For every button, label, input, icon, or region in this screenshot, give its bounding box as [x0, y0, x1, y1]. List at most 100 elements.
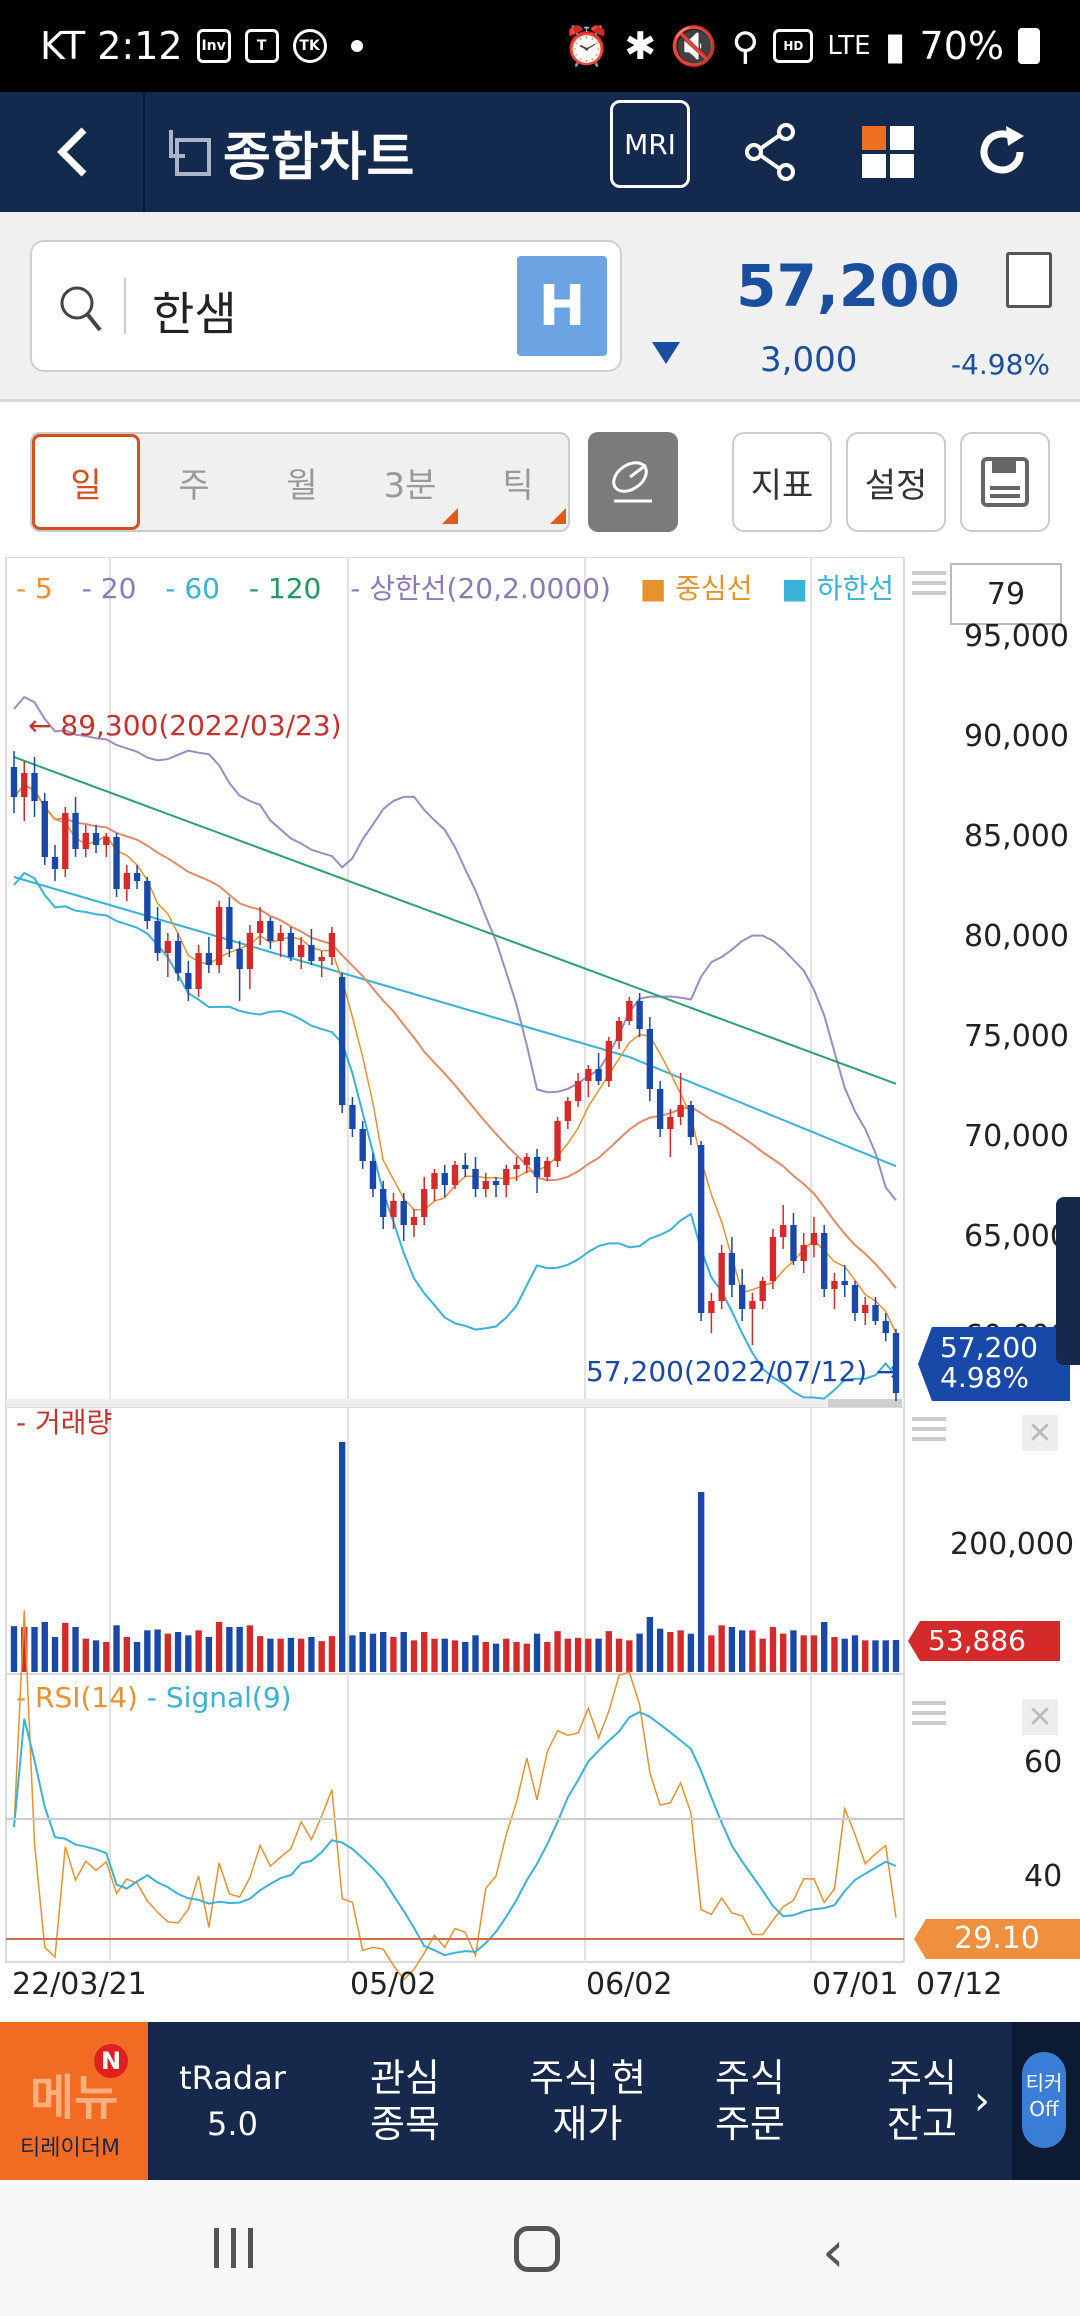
- volume-bar: [759, 1638, 766, 1672]
- search-icon: [60, 286, 102, 332]
- volume-bar: [421, 1632, 428, 1672]
- candle-body: [718, 1253, 725, 1301]
- volume-bar: [62, 1622, 69, 1672]
- legend-ma60[interactable]: - 60: [165, 572, 220, 605]
- candle-body: [103, 837, 110, 845]
- candle-body: [359, 1129, 366, 1161]
- candle-body: [646, 1029, 654, 1089]
- mri-button[interactable]: MRI: [610, 100, 690, 188]
- rsi-legend-item[interactable]: - RSI(14): [16, 1681, 138, 1714]
- legend-upper-band[interactable]: - 상한선(20,2.0000): [350, 572, 611, 605]
- period-selector: 일 주 월 3분 틱: [30, 432, 570, 532]
- save-icon: [981, 457, 1029, 507]
- price-pane-menu-icon[interactable]: [912, 571, 946, 599]
- candle-body: [780, 1225, 787, 1237]
- settings-button[interactable]: 설정: [846, 432, 946, 532]
- volume-bar: [215, 1622, 223, 1672]
- back-nav-button[interactable]: ‹: [822, 2220, 845, 2285]
- rsi-axis-40: 40: [1024, 1859, 1063, 1894]
- legend-mid-band[interactable]: ■ 중심선: [639, 572, 753, 605]
- candle-body: [31, 773, 38, 801]
- candle-body: [831, 1281, 838, 1289]
- candle-body: [246, 933, 254, 969]
- candle-body: [462, 1165, 469, 1169]
- candle-body: [133, 873, 141, 881]
- h-badge-button[interactable]: H: [517, 256, 607, 356]
- nav-watchlist[interactable]: 관심 종목: [370, 2056, 440, 2146]
- candle-body: [236, 949, 243, 969]
- volume-bar: [236, 1627, 243, 1672]
- candle-body: [144, 881, 151, 921]
- ma60-line: [13, 876, 897, 1168]
- indicator-button[interactable]: 지표: [732, 432, 832, 532]
- volume-bar: [851, 1635, 859, 1672]
- refresh-button[interactable]: [952, 92, 1052, 212]
- price-change-percent: -4.98%: [950, 348, 1050, 381]
- nav-order[interactable]: 주식 주문: [715, 2056, 785, 2146]
- date-label-1: 05/02: [350, 1967, 437, 2002]
- volume-bar: [656, 1628, 664, 1672]
- volume-bar: [892, 1640, 900, 1672]
- report-icon[interactable]: [1006, 252, 1052, 308]
- period-month-tab[interactable]: 월: [286, 465, 318, 506]
- radar-button[interactable]: [588, 432, 678, 532]
- bollinger-upper-line: [13, 695, 897, 1201]
- back-button[interactable]: [0, 92, 145, 212]
- rsi-last-tag: 29.10: [914, 1919, 1080, 1959]
- side-drawer-handle[interactable]: [1056, 1197, 1080, 1365]
- candle-body: [185, 973, 192, 989]
- period-week-tab[interactable]: 주: [178, 465, 210, 506]
- candle-body: [328, 933, 336, 957]
- share-button[interactable]: [720, 92, 820, 212]
- candle-body: [697, 1145, 705, 1313]
- chart-count-input[interactable]: 79: [950, 563, 1062, 625]
- nav-balance[interactable]: 주식 잔고: [887, 2056, 957, 2146]
- app-header: 종합차트 MRI: [0, 92, 1080, 212]
- signal-icon: ▮: [884, 24, 906, 68]
- legend-upper-label: 상한선(20,2.0000): [369, 572, 611, 605]
- legend-ma120[interactable]: - 120: [248, 572, 322, 605]
- chevron-right-icon[interactable]: ›: [974, 2078, 990, 2124]
- ticker-toggle[interactable]: 티커 Off: [1022, 2052, 1066, 2148]
- signal-legend-label: Signal(9): [165, 1681, 292, 1714]
- volume-bar: [595, 1638, 602, 1672]
- home-button[interactable]: [514, 2226, 560, 2272]
- volume-bar: [872, 1640, 879, 1672]
- recent-apps-button[interactable]: [214, 2228, 253, 2268]
- legend-lower-band[interactable]: ■ 하한선: [781, 572, 894, 605]
- legend-ma20[interactable]: - 20: [81, 572, 137, 605]
- candle-body: [595, 1069, 602, 1081]
- nav-tradar[interactable]: tRadar 5.0: [179, 2059, 286, 2143]
- candle-body: [872, 1305, 879, 1321]
- candle-body: [297, 945, 305, 957]
- signal-legend-item[interactable]: - Signal(9): [146, 1681, 292, 1714]
- layout-menu-button[interactable]: [838, 92, 938, 212]
- volume-pane-menu-icon[interactable]: [912, 1417, 946, 1445]
- battery-icon: [1018, 28, 1040, 64]
- save-button[interactable]: [960, 432, 1050, 532]
- volume-bar: [451, 1640, 459, 1672]
- stock-search-box[interactable]: 한샘 H: [30, 240, 622, 372]
- rsi-pane-menu-icon[interactable]: [912, 1701, 946, 1729]
- rsi-pane-close-icon[interactable]: ✕: [1022, 1699, 1058, 1735]
- candle-body: [656, 1089, 664, 1129]
- price-chart[interactable]: [0, 557, 1080, 2022]
- period-3min-tab[interactable]: 3분: [356, 434, 464, 530]
- refresh-icon: [980, 126, 1024, 174]
- stock-search-row: 한샘 H 57,200 3,000 -4.98%: [0, 212, 1080, 402]
- nav-current-price[interactable]: 주식 현재가: [529, 2056, 646, 2146]
- legend-ma60-label: 60: [184, 572, 220, 605]
- main-menu-button[interactable]: 메뉴 N 티레이더M: [0, 2022, 148, 2180]
- legend-ma5[interactable]: - 5: [16, 572, 53, 605]
- more-notifications-icon: [350, 40, 363, 52]
- volume-pane-close-icon[interactable]: ✕: [1022, 1415, 1058, 1451]
- chart-legend: - 5 - 20 - 60 - 120 - 상한선(20,2.0000) ■ 중…: [16, 567, 914, 607]
- battery-percent: 70%: [919, 24, 1004, 68]
- period-tick-tab[interactable]: 틱: [464, 434, 572, 530]
- volume-bar: [882, 1640, 889, 1672]
- chart-area[interactable]: - 5 - 20 - 60 - 120 - 상한선(20,2.0000) ■ 중…: [0, 557, 1080, 2022]
- rsi-line: [13, 1610, 897, 1981]
- volume-bar: [72, 1627, 79, 1672]
- volume-bar: [790, 1630, 797, 1672]
- period-day-tab[interactable]: 일: [32, 434, 140, 530]
